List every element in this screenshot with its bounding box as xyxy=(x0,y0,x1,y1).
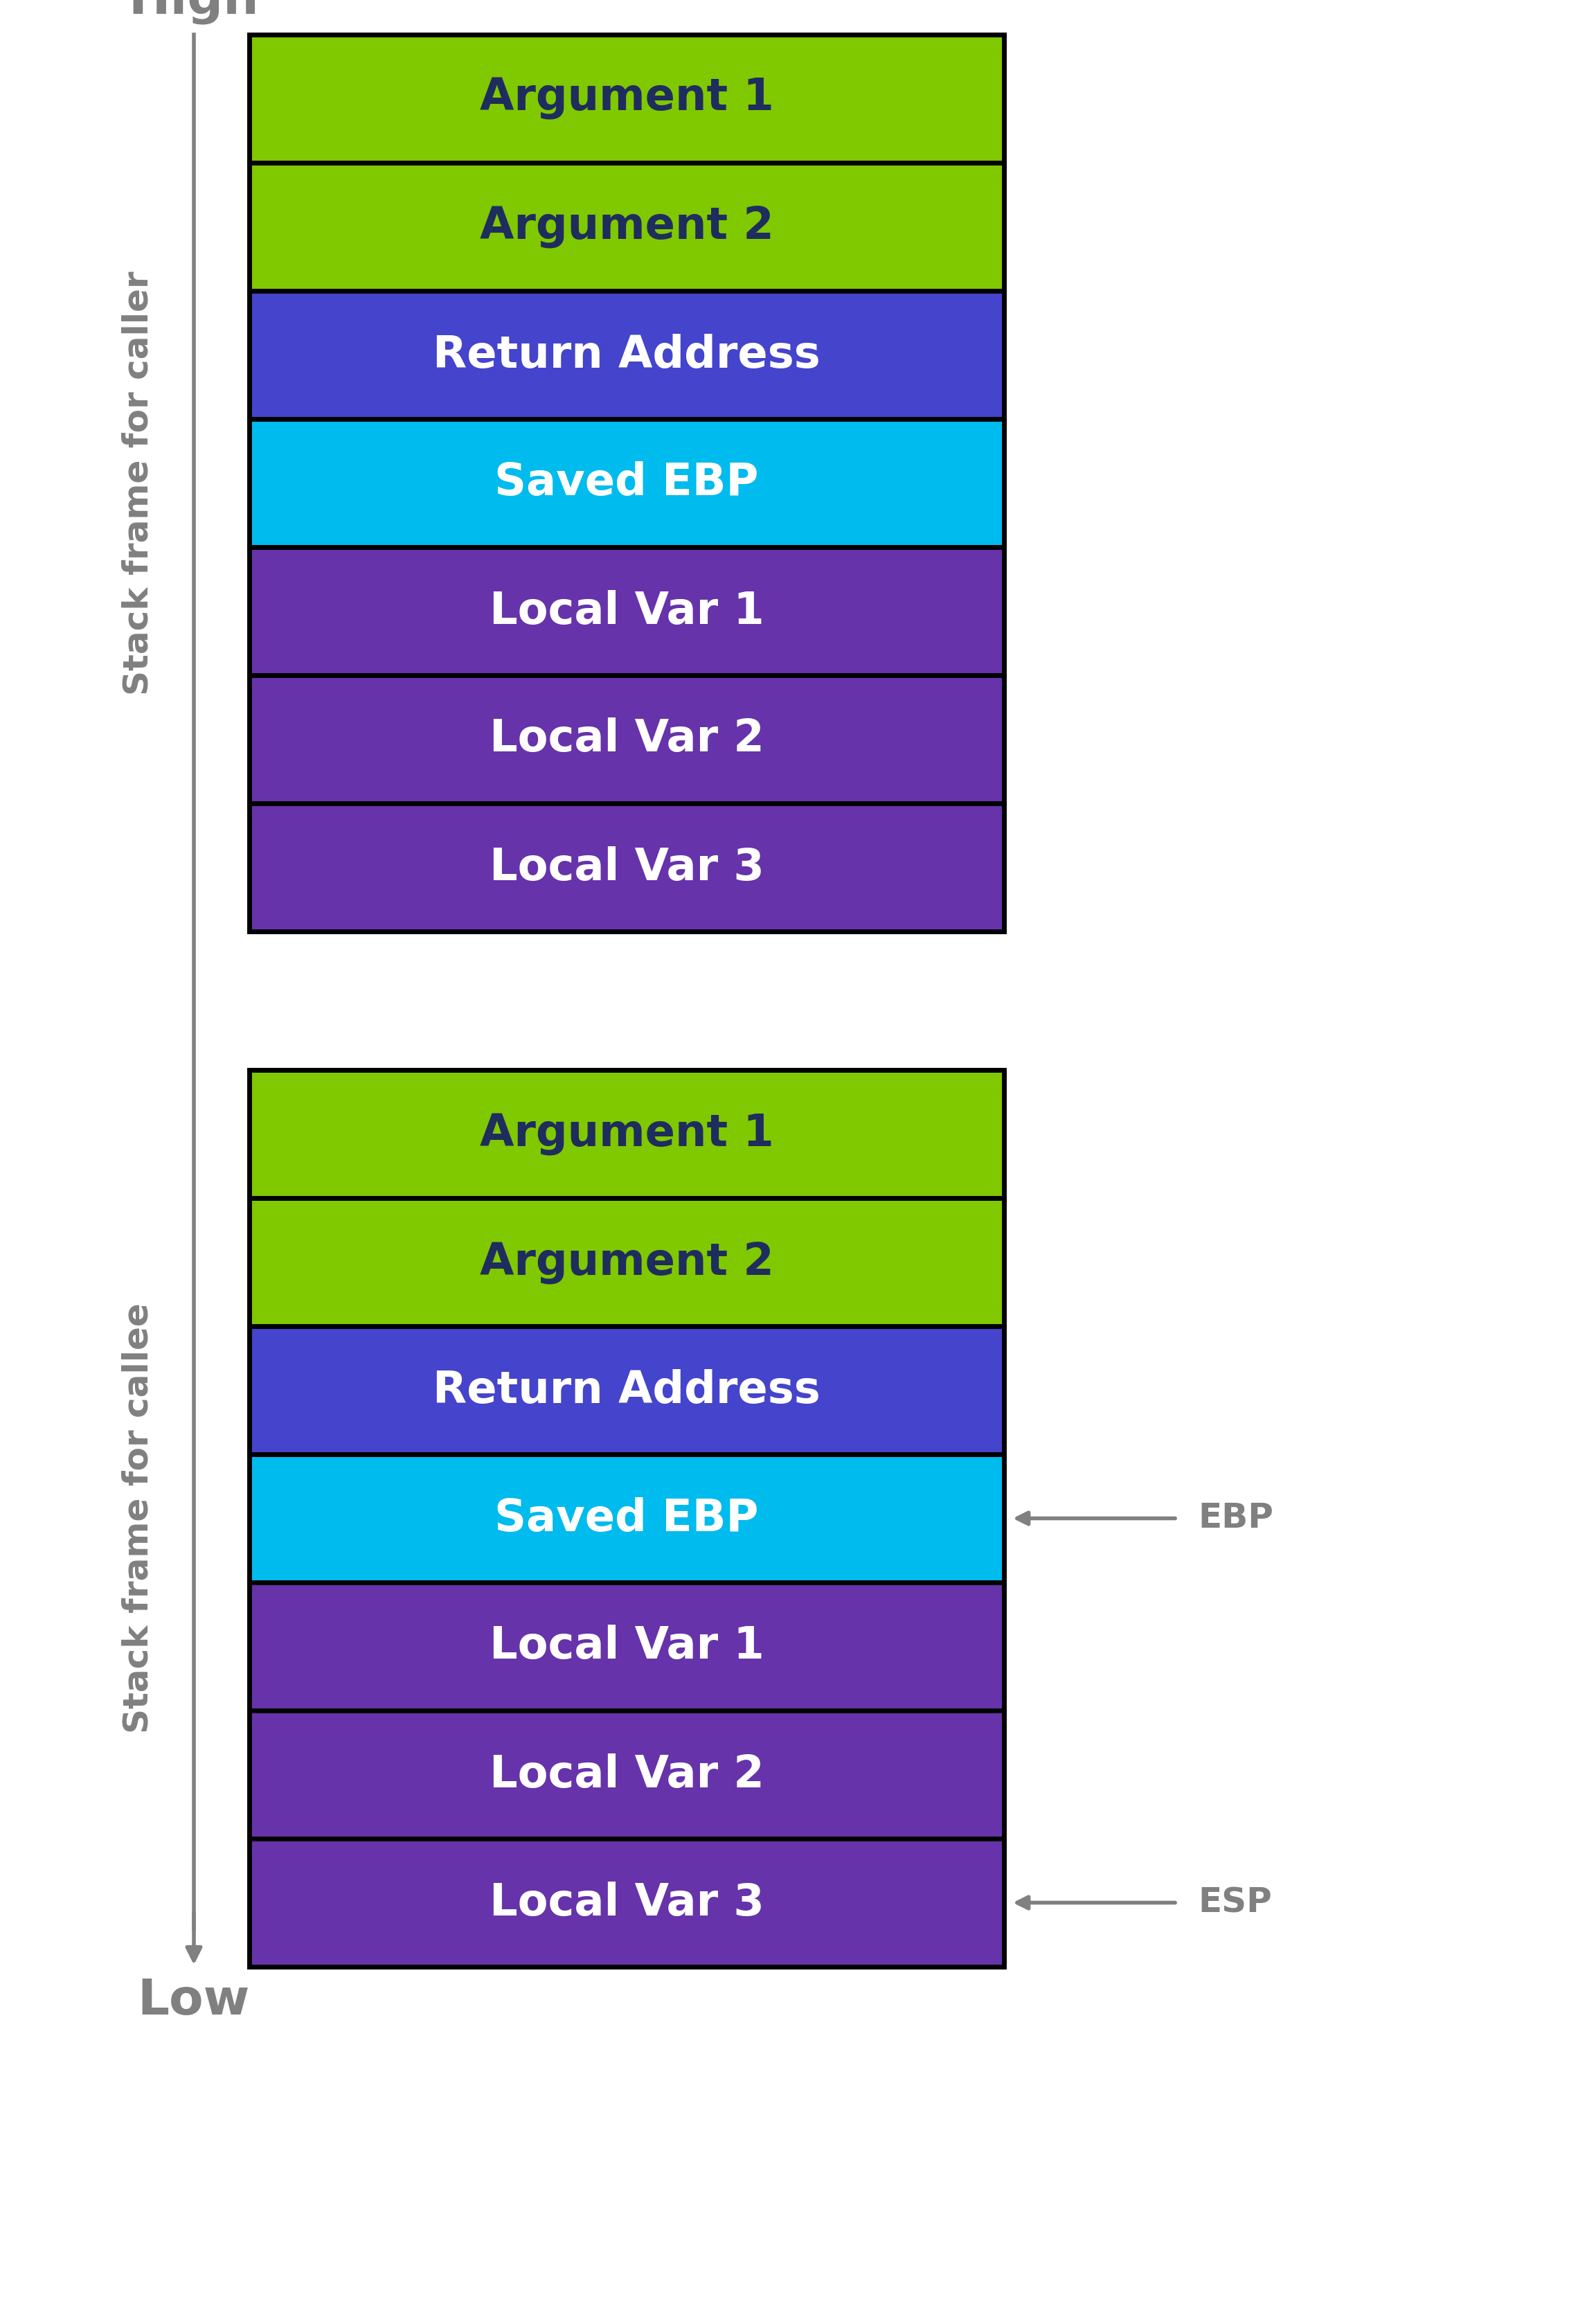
Text: Low: Low xyxy=(137,1976,251,2025)
Bar xyxy=(249,35,1004,163)
Bar xyxy=(249,676,1004,803)
Text: EBP: EBP xyxy=(1199,1502,1274,1535)
Text: Return Address: Return Address xyxy=(433,334,820,376)
Text: Stack frame for callee: Stack frame for callee xyxy=(121,1303,155,1735)
Text: ESP: ESP xyxy=(1199,1885,1272,1920)
Text: Argument 1: Argument 1 xyxy=(479,1112,774,1156)
Bar xyxy=(249,163,1004,290)
Bar xyxy=(249,418,1004,548)
Text: Saved EBP: Saved EBP xyxy=(495,462,758,504)
Bar xyxy=(249,803,1004,931)
Bar xyxy=(249,1454,1004,1581)
Bar xyxy=(249,1839,1004,1967)
Bar xyxy=(249,1581,1004,1711)
Bar xyxy=(249,290,1004,418)
Bar xyxy=(249,1198,1004,1326)
Text: Local Var 3: Local Var 3 xyxy=(490,1881,764,1925)
Text: Argument 1: Argument 1 xyxy=(479,77,774,121)
Text: Argument 2: Argument 2 xyxy=(479,1240,774,1284)
Text: Local Var 1: Local Var 1 xyxy=(490,1625,764,1667)
Text: Argument 2: Argument 2 xyxy=(479,204,774,248)
Text: Stack frame for caller: Stack frame for caller xyxy=(121,272,155,694)
Bar xyxy=(249,548,1004,676)
Text: Local Var 2: Local Var 2 xyxy=(490,1753,764,1795)
Text: Local Var 2: Local Var 2 xyxy=(490,717,764,762)
Text: Local Var 3: Local Var 3 xyxy=(490,845,764,889)
Text: High: High xyxy=(129,0,259,23)
Bar xyxy=(249,1711,1004,1839)
Bar xyxy=(249,1070,1004,1198)
Text: Return Address: Return Address xyxy=(433,1368,820,1412)
Text: Local Var 1: Local Var 1 xyxy=(490,590,764,632)
Bar xyxy=(249,1326,1004,1454)
Text: Saved EBP: Saved EBP xyxy=(495,1498,758,1539)
